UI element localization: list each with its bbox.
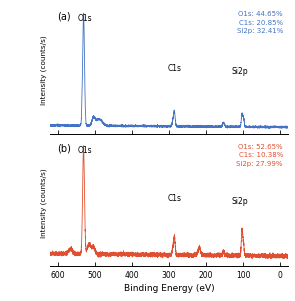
Text: O1s: 52.65%
C1s: 10.38%
Si2p: 27.99%: O1s: 52.65% C1s: 10.38% Si2p: 27.99% — [236, 144, 283, 167]
Text: Si2p: Si2p — [232, 67, 248, 76]
Text: Si2p: Si2p — [232, 197, 248, 206]
Text: C1s: C1s — [168, 64, 181, 73]
Text: O1s: O1s — [78, 14, 93, 23]
Text: O1s: O1s — [78, 146, 93, 155]
Text: O1s: 44.65%
C1s: 20.85%
Si2p: 32.41%: O1s: 44.65% C1s: 20.85% Si2p: 32.41% — [237, 11, 283, 34]
Y-axis label: Intensity (counts/s): Intensity (counts/s) — [41, 36, 47, 105]
Text: (a): (a) — [57, 11, 71, 21]
Text: C1s: C1s — [168, 194, 181, 203]
Text: (b): (b) — [57, 144, 71, 154]
Y-axis label: Intensity (counts/s): Intensity (counts/s) — [41, 169, 47, 238]
X-axis label: Binding Energy (eV): Binding Energy (eV) — [124, 284, 214, 293]
